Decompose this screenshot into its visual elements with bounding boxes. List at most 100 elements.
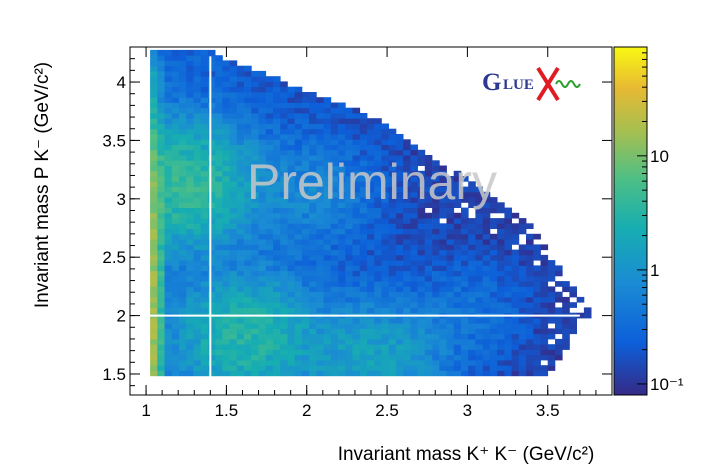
heatmap-cell <box>533 286 541 293</box>
heatmap-cell <box>352 123 361 130</box>
heatmap-cell <box>251 212 259 219</box>
heatmap-cell <box>497 223 505 229</box>
heatmap-cell <box>301 149 310 156</box>
heatmap-cell <box>432 286 440 293</box>
heatmap-cell <box>222 254 230 261</box>
heatmap-cell <box>236 354 245 361</box>
heatmap-cell <box>367 134 375 140</box>
heatmap-cell <box>359 244 368 251</box>
heatmap-cell <box>179 102 187 109</box>
heatmap-cell <box>186 354 194 361</box>
heatmap-cell <box>186 134 194 140</box>
heatmap-cell <box>164 260 173 266</box>
heatmap-cell <box>489 233 498 240</box>
heatmap-cell <box>367 349 375 356</box>
heatmap-cell <box>417 260 426 266</box>
heatmap-cell <box>251 270 259 277</box>
heatmap-cell <box>309 102 317 109</box>
heatmap-cell <box>193 317 202 324</box>
heatmap-cell <box>200 113 209 119</box>
heatmap-cell <box>244 186 252 193</box>
heatmap-cell <box>367 365 375 371</box>
heatmap-cell <box>229 212 238 219</box>
heatmap-cell <box>475 207 483 214</box>
heatmap-cell <box>207 118 216 124</box>
heatmap-cell <box>215 60 223 67</box>
heatmap-cell <box>229 328 238 335</box>
heatmap-cell <box>338 291 346 298</box>
heatmap-cell <box>453 365 462 371</box>
heatmap-cell <box>251 123 259 130</box>
heatmap-cell <box>359 160 368 166</box>
heatmap-cell <box>403 344 411 350</box>
heatmap-cell <box>388 370 397 377</box>
heatmap-cell <box>497 365 505 371</box>
heatmap-cell <box>273 254 281 261</box>
heatmap-cell <box>164 218 173 224</box>
heatmap-cell <box>157 165 165 172</box>
heatmap-cell <box>200 228 209 235</box>
heatmap-cell <box>150 254 158 261</box>
heatmap-cell <box>157 281 165 287</box>
heatmap-cell <box>157 191 165 198</box>
heatmap-cell <box>309 165 317 172</box>
heatmap-cell <box>555 296 563 303</box>
x-tick-label: 1 <box>141 401 150 420</box>
heatmap-cell <box>432 302 440 308</box>
heatmap-cell <box>417 160 426 166</box>
heatmap-cell <box>316 155 324 161</box>
heatmap-cell <box>323 202 332 208</box>
heatmap-cell <box>381 144 389 151</box>
heatmap-cell <box>171 239 180 245</box>
heatmap-cell <box>518 296 527 303</box>
heatmap-cell <box>359 181 368 187</box>
heatmap-cell <box>345 118 353 124</box>
heatmap-cell <box>179 165 187 172</box>
heatmap-cell <box>164 176 173 182</box>
heatmap-cell <box>345 239 353 245</box>
heatmap-cell <box>323 149 332 156</box>
heatmap-cell <box>323 275 332 282</box>
heatmap-cell <box>179 186 187 193</box>
heatmap-cell <box>222 134 230 140</box>
heatmap-cell <box>200 81 209 88</box>
heatmap-cell <box>403 291 411 298</box>
heatmap-cell <box>439 244 447 251</box>
heatmap-cell <box>229 333 238 340</box>
heatmap-cell <box>338 302 346 308</box>
heatmap-cell <box>236 97 245 103</box>
heatmap-cell <box>424 360 433 366</box>
heatmap-cell <box>388 349 397 356</box>
heatmap-cell <box>526 365 534 371</box>
heatmap-cell <box>171 92 180 98</box>
heatmap-cell <box>207 186 216 193</box>
heatmap-cell <box>273 286 281 293</box>
heatmap-cell <box>273 160 281 166</box>
heatmap-cell <box>410 165 418 172</box>
heatmap-cell <box>186 260 194 266</box>
heatmap-cell <box>417 281 426 287</box>
heatmap-cell <box>374 239 382 245</box>
heatmap-cell <box>150 275 158 282</box>
heatmap-cell <box>294 155 303 161</box>
heatmap-cell <box>526 275 534 282</box>
heatmap-cell <box>244 218 252 224</box>
heatmap-cell <box>265 328 274 335</box>
heatmap-cell <box>280 354 288 361</box>
heatmap-cell <box>403 296 411 303</box>
heatmap-cell <box>345 202 353 208</box>
heatmap-cell <box>497 354 505 361</box>
heatmap-cell <box>468 244 476 251</box>
heatmap-cell <box>482 218 491 224</box>
heatmap-cell <box>374 170 382 177</box>
heatmap-cell <box>330 128 339 135</box>
heatmap-cell <box>352 191 361 198</box>
heatmap-cell <box>150 233 158 240</box>
heatmap-cell <box>316 360 324 366</box>
heatmap-cell <box>200 181 209 187</box>
heatmap-cell <box>171 134 180 140</box>
heatmap-cell <box>207 244 216 251</box>
heatmap-cell <box>381 254 389 261</box>
heatmap-cell <box>200 92 209 98</box>
heatmap-cell <box>150 302 158 308</box>
